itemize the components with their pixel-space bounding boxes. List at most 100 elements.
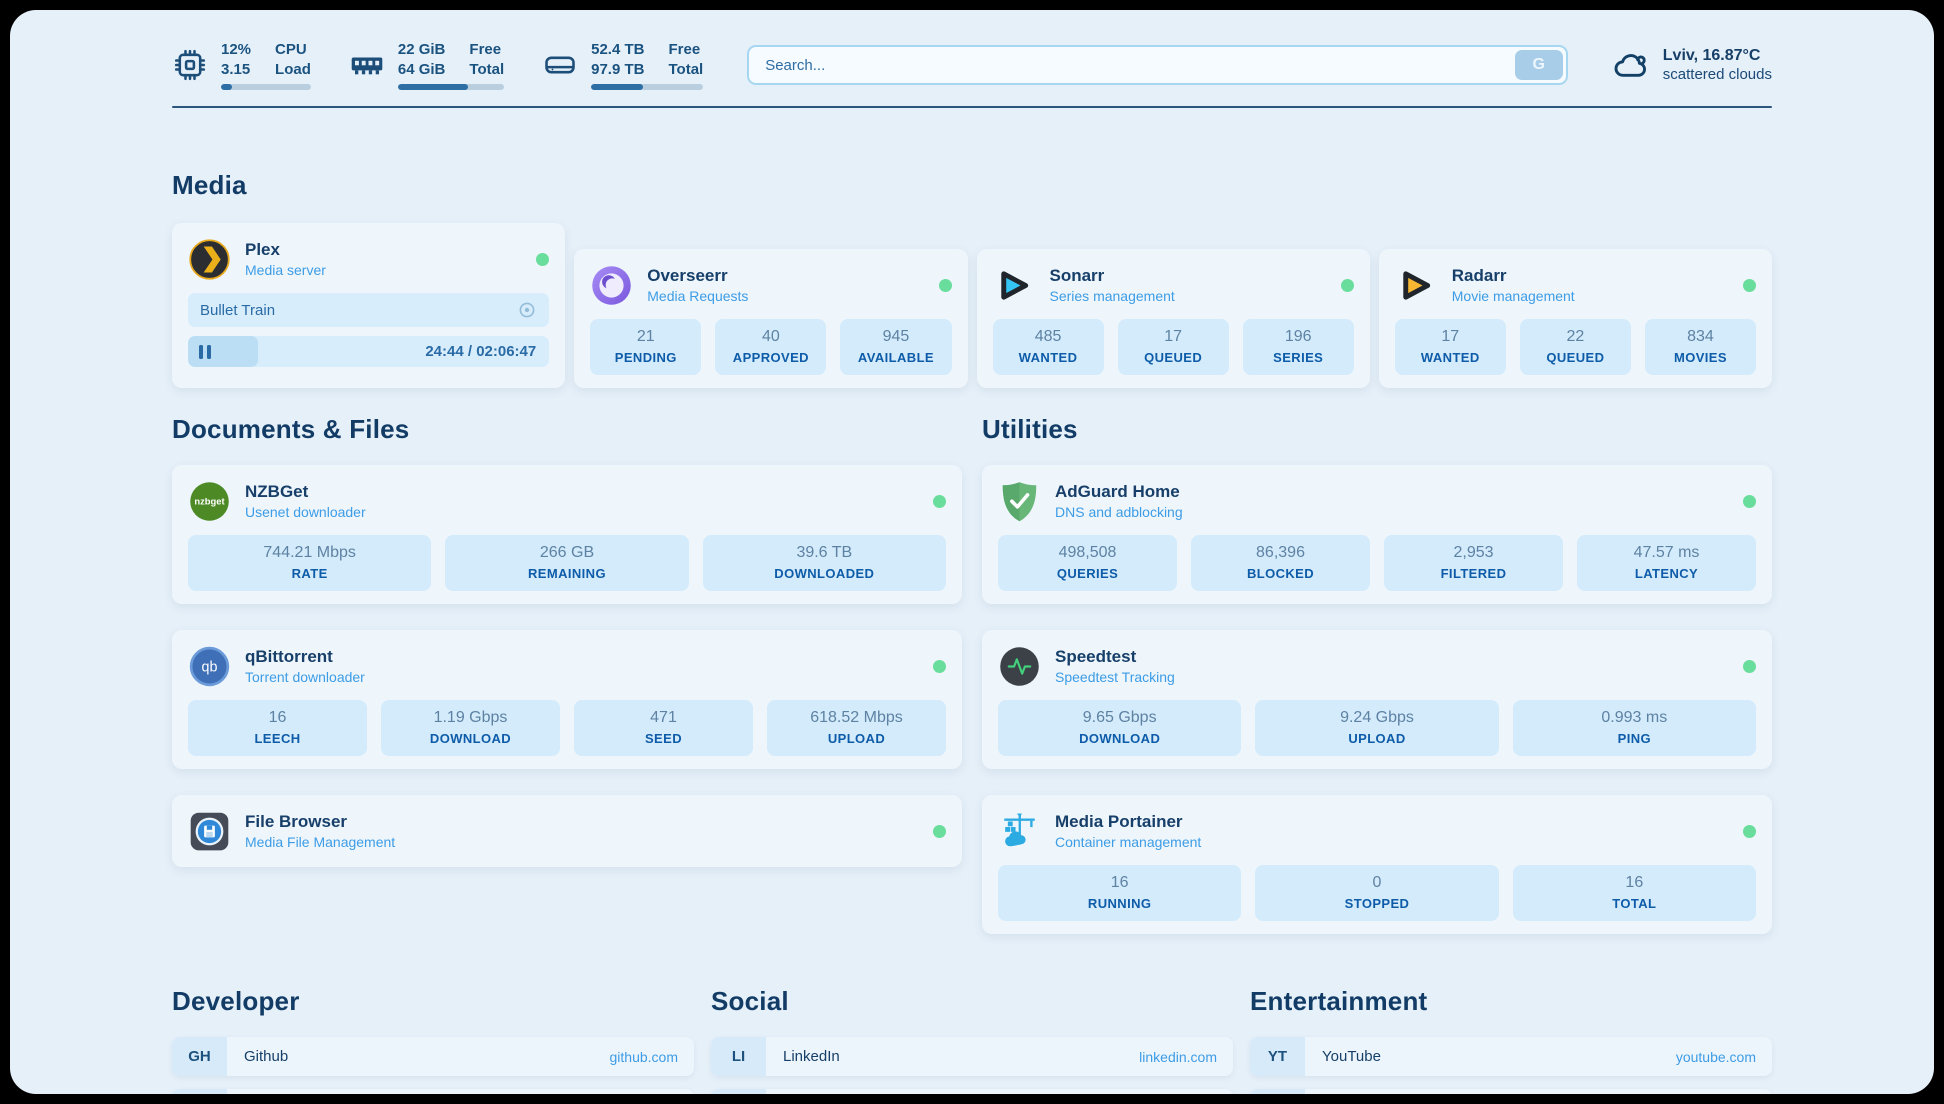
app-card-portainer[interactable]: Media Portainer Container management 16 … [982, 795, 1772, 934]
stat-label: RUNNING [1087, 896, 1152, 911]
radarr-header: Radarr Movie management [1395, 262, 1756, 308]
target-icon[interactable] [517, 300, 537, 320]
radarr-stats: 17 WANTED 22 QUEUED 834 MOVIES [1394, 319, 1756, 375]
app-name: NZBGet [245, 482, 309, 501]
app-card-nzbget[interactable]: nzbget NZBGet Usenet downloader 744.21 M… [172, 465, 962, 604]
speedtest-titles: Speedtest Speedtest Tracking [1055, 647, 1175, 685]
weather-text: Lviv, 16.87°C scattered clouds [1663, 47, 1772, 83]
status-indicator [1743, 494, 1756, 508]
stat-label: AVAILABLE [857, 350, 934, 365]
ram-widget-cols: 22 GiB 64 GiB Free Total [398, 40, 504, 79]
app-name: qBittorrent [245, 647, 333, 666]
stat-leech: 16 LEECH [188, 700, 367, 756]
app-card-adguard[interactable]: AdGuard Home DNS and adblocking 498,508 … [982, 465, 1772, 604]
disk-total-value: 97.9 TB [591, 60, 645, 78]
plex-icon [189, 238, 230, 280]
ram-values: 22 GiB 64 GiB [398, 40, 446, 79]
cpu-icon [174, 49, 206, 81]
pause-icon[interactable] [199, 344, 211, 359]
bookmark-stackoverflow[interactable]: SO StackOverflow stackoverflow.com [172, 1089, 694, 1094]
plex-playback-bar[interactable]: 24:44 / 02:06:47 [188, 336, 550, 367]
stat-label: WANTED [1018, 350, 1078, 365]
bookmark-github[interactable]: GH Github github.com [172, 1037, 694, 1076]
stat-label: DOWNLOAD [1079, 731, 1161, 746]
stat-value: 834 [1687, 328, 1714, 345]
search-bar: G [747, 45, 1568, 85]
dashboard: 12% 3.15 CPU Load [10, 10, 1934, 1094]
system-widgets: 12% 3.15 CPU Load [172, 40, 704, 90]
bookmark-url: github.com [609, 1048, 678, 1065]
svg-text:nzbget: nzbget [194, 495, 225, 506]
app-description: Media Requests [647, 288, 749, 304]
stat-seed: 471 SEED [574, 700, 753, 756]
stat-upload: 9.24 Gbps UPLOAD [1255, 700, 1499, 756]
plex-now-playing: Bullet Train [188, 293, 550, 327]
app-name: Radarr [1451, 266, 1507, 285]
disk-progress-fill [591, 84, 643, 90]
stat-label: SEED [644, 731, 682, 746]
stat-label: TOTAL [1612, 896, 1657, 911]
stat-pending: 21 PENDING [590, 319, 702, 375]
bookmark-linkedin[interactable]: LI LinkedIn linkedin.com [711, 1037, 1233, 1076]
status-indicator [536, 252, 550, 266]
qbittorrent-stats: 16 LEECH 1.19 Gbps DOWNLOAD 471 SEED 6 [188, 700, 946, 756]
stat-rate: 744.21 Mbps RATE [188, 535, 432, 591]
stat-value: 471 [650, 709, 677, 726]
app-card-qbittorrent[interactable]: qb qBittorrent Torrent downloader 16 LEE… [172, 630, 962, 769]
bookmark-tag: GH [172, 1037, 227, 1076]
cpu-label-top: CPU [275, 41, 307, 58]
ram-labels: Free Total [469, 40, 504, 79]
disk-label-top: Free [668, 41, 701, 58]
overseerr-icon [592, 265, 632, 305]
status-indicator [1743, 824, 1756, 838]
stat-value: 22 [1566, 328, 1585, 345]
sonarr-header: Sonarr Series management [993, 262, 1354, 308]
app-description: Media server [245, 262, 326, 278]
search-provider-button[interactable]: G [1514, 50, 1563, 80]
portainer-titles: Media Portainer Container management [1055, 812, 1201, 850]
stat-available: 945 AVAILABLE [840, 319, 952, 375]
app-card-filebrowser[interactable]: File Browser Media File Management [172, 795, 962, 867]
status-indicator [1743, 659, 1756, 673]
overseerr-header: Overseerr Media Requests [590, 262, 952, 308]
stat-value: 1.19 Gbps [433, 709, 508, 726]
section-title-developer: Developer [172, 986, 300, 1016]
status-indicator [933, 824, 946, 838]
cpu-labels: CPU Load [275, 40, 311, 79]
ram-widget: 22 GiB 64 GiB Free Total [349, 40, 505, 90]
app-card-radarr[interactable]: Radarr Movie management 17 WANTED 22 QUE… [1378, 249, 1772, 388]
search-input[interactable] [747, 45, 1568, 85]
nzbget-stats: 744.21 Mbps RATE 266 GB REMAINING 39.6 T… [188, 535, 946, 591]
app-card-speedtest[interactable]: Speedtest Speedtest Tracking 9.65 Gbps D… [982, 630, 1772, 769]
documents-column: Documents & Files nzbget NZBGet Usenet d… [172, 414, 962, 867]
app-card-plex[interactable]: Plex Media server Bullet Train [172, 223, 566, 388]
bookmark-twitter[interactable]: TW Twitter twitter.com [711, 1089, 1233, 1094]
disk-widget-body: 52.4 TB 97.9 TB Free Total [591, 40, 704, 90]
plex-header: Plex Media server [188, 236, 550, 282]
cpu-values: 12% 3.15 [221, 40, 251, 79]
app-card-sonarr[interactable]: Sonarr Series management 485 WANTED 17 Q… [976, 249, 1370, 388]
ram-free-value: 22 GiB [397, 41, 446, 58]
top-bar: 12% 3.15 CPU Load [10, 10, 1934, 90]
status-indicator [933, 659, 946, 673]
bookmark-tag: TW [711, 1089, 766, 1094]
app-card-overseerr[interactable]: Overseerr Media Requests 21 PENDING 40 A… [574, 249, 968, 388]
app-name: AdGuard Home [1055, 482, 1180, 501]
bookmark-name: YouTube [1322, 1048, 1381, 1065]
cpu-percent: 12% [221, 41, 252, 58]
stat-upload: 618.52 Mbps UPLOAD [767, 700, 946, 756]
stat-value: 945 [882, 328, 910, 345]
nzbget-titles: NZBGet Usenet downloader [245, 482, 366, 520]
bookmark-youtube[interactable]: YT YouTube youtube.com [1250, 1037, 1772, 1076]
stat-value: 0 [1372, 874, 1382, 891]
sonarr-titles: Sonarr Series management [1050, 266, 1175, 304]
main-content: Media Plex Media server Bullet Train [10, 170, 1934, 1094]
nzbget-header: nzbget NZBGet Usenet downloader [188, 478, 946, 524]
overseerr-titles: Overseerr Media Requests [647, 266, 748, 304]
bookmark-netflix[interactable]: NF Netflix netflix.com [1250, 1089, 1772, 1094]
weather-location-temp: Lviv, 16.87°C [1662, 47, 1761, 64]
section-title-utilities: Utilities [982, 414, 1078, 444]
app-description: Media File Management [245, 834, 396, 850]
stat-value: 498,508 [1058, 544, 1117, 561]
app-description: Container management [1055, 834, 1202, 850]
